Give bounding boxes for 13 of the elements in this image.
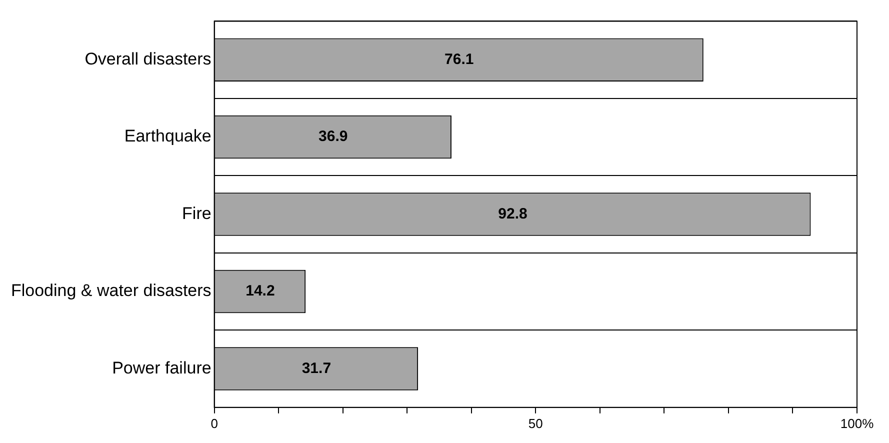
x-tick-label: 50 (528, 416, 543, 431)
x-tick-label: 0 (210, 416, 218, 431)
y-tick-label: Earthquake (124, 126, 212, 146)
y-tick-label: Flooding & water disasters (10, 281, 212, 300)
data-label: 31.7 (302, 360, 332, 377)
data-label: 76.1 (444, 50, 474, 68)
y-tick-label: Overall disasters (84, 50, 212, 69)
y-tick-label: Fire (182, 204, 212, 223)
x-tick-label: 100% (840, 416, 874, 431)
data-label: 36.9 (318, 128, 348, 146)
data-label: 14.2 (246, 282, 275, 300)
data-label: 92.8 (498, 205, 528, 222)
y-tick-label: Power failure (112, 358, 212, 378)
